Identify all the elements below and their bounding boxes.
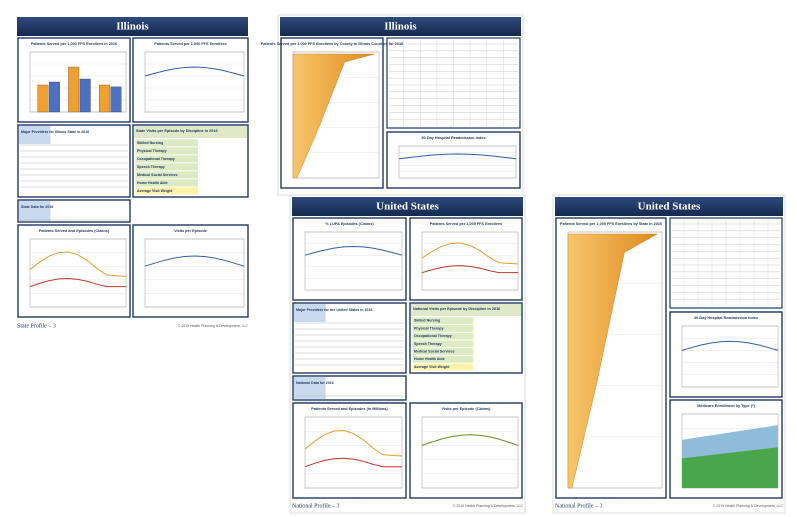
panel-title: Patients Served per 1,000 FFS Enrollees	[154, 42, 226, 46]
row-label: Occupational Therapy	[137, 157, 175, 161]
panel	[132, 224, 249, 318]
panel-title: Patients Served and Episodes (Claims)	[39, 229, 110, 233]
footer-left: National Profile – 3	[292, 502, 340, 509]
row-label: Average Visit Weight	[414, 365, 450, 369]
line-shape	[421, 434, 519, 446]
panel-title: National Data for 2016	[296, 381, 334, 385]
panel-title: 30-Day Hospital Readmission Index	[694, 316, 759, 320]
panel-title: Major Providers for the United States in…	[296, 308, 373, 312]
panel	[292, 217, 407, 301]
plot-frame	[144, 238, 245, 308]
row-label: Physical Therapy	[414, 326, 444, 330]
panel-header	[294, 304, 326, 322]
line-shape	[144, 66, 245, 77]
panel-header	[294, 377, 326, 399]
panel	[409, 217, 523, 301]
plot-frame	[29, 238, 127, 308]
panel-title: State Visits per Episode by Discipline i…	[136, 129, 218, 133]
line-shape	[421, 265, 518, 274]
plot-frame	[681, 325, 779, 388]
row-label: Speech Therapy	[414, 342, 442, 346]
row-label: Home Health Aide	[414, 357, 445, 361]
panel-title: Patients Served per 1,000 FFS Enrollees …	[31, 42, 117, 46]
panel	[669, 311, 783, 398]
bar-shape	[98, 84, 110, 113]
line-shape	[421, 242, 519, 265]
row-label: Skilled Nursing	[414, 319, 440, 323]
page-banner	[292, 197, 523, 216]
panel-title: % LUPA Episodes (Claims)	[325, 222, 374, 226]
page-banner	[555, 197, 783, 216]
footer-right: © 2019 Health Planning & Development, LL…	[178, 324, 249, 328]
panel-title: Patients Served per 1,000 FFS Enrollees …	[560, 222, 662, 226]
page-title: United States	[638, 201, 701, 213]
footer-right: © 2019 Health Planning & Development, LL…	[713, 504, 784, 508]
bar-shape	[68, 66, 80, 113]
page-title: Illinois	[384, 21, 417, 33]
bar-shape	[110, 86, 122, 113]
footer-left: National Profile – 3	[555, 502, 603, 509]
page-title: United States	[376, 201, 439, 213]
plot-frame	[304, 231, 403, 291]
row-label: Average Visit Weight	[137, 189, 173, 193]
panel-title: Medicare Enrollment by Type (*)	[697, 404, 755, 408]
row-label: Skilled Nursing	[137, 141, 163, 145]
line-shape	[29, 277, 126, 288]
row-label: Home Health Aide	[137, 181, 168, 185]
row-label: Speech Therapy	[137, 165, 165, 169]
panel-header	[411, 304, 521, 316]
panel-title: Major Providers for Illinois State in 20…	[21, 130, 89, 134]
panel	[17, 224, 131, 318]
plot-frame	[304, 416, 403, 489]
footer-left: State Profile – 3	[17, 322, 56, 329]
panel	[386, 131, 521, 189]
line-shape	[304, 457, 402, 468]
line-shape	[681, 340, 779, 351]
line-shape	[29, 251, 127, 277]
panel-title: 30-Day Hospital Readmission Index	[421, 136, 486, 140]
row-cell	[411, 362, 474, 372]
panel-header	[19, 126, 51, 144]
line-shape	[144, 255, 245, 267]
line-shape	[304, 245, 403, 256]
panel-title: Visits per Episode	[174, 229, 207, 233]
plot-frame	[144, 51, 245, 113]
bar-shape	[37, 84, 49, 113]
footer-right: © 2019 Health Planning & Development, LL…	[453, 504, 524, 508]
bar-shape	[79, 78, 91, 113]
panel-title: Patients Served per 1,000 FFS Enrollees	[430, 222, 502, 226]
page-banner	[17, 17, 248, 36]
panel-title: Visits per Episode (Claims)	[442, 407, 492, 411]
row-label: Medical Social Services	[414, 350, 455, 354]
panel-title: State Data for 2016	[21, 205, 53, 209]
area-shape	[682, 447, 778, 488]
line-shape	[398, 153, 517, 160]
panel-header	[19, 201, 51, 221]
plot-frame	[421, 416, 519, 489]
panel	[292, 402, 407, 499]
panel-title: Patients Served per 1,000 FFS Enrollees …	[261, 42, 403, 46]
row-label: Medical Social Services	[137, 173, 178, 177]
row-label: Physical Therapy	[137, 149, 167, 153]
row-label: Occupational Therapy	[414, 334, 452, 338]
panel	[409, 402, 523, 499]
panel-title: National Visits per Episode by Disciplin…	[413, 307, 500, 311]
page-banner	[280, 17, 521, 36]
sorted-bars	[567, 233, 659, 489]
panel-title: Patients Served and Episodes (in Million…	[311, 407, 388, 411]
panel-header	[134, 126, 247, 138]
plot-frame	[421, 231, 519, 291]
panel	[132, 37, 249, 123]
row-cell	[134, 186, 199, 196]
plot-frame	[398, 145, 517, 179]
bar-shape	[49, 81, 60, 113]
line-shape	[304, 430, 403, 457]
sorted-bars	[292, 53, 375, 179]
page-title: Illinois	[116, 21, 149, 33]
